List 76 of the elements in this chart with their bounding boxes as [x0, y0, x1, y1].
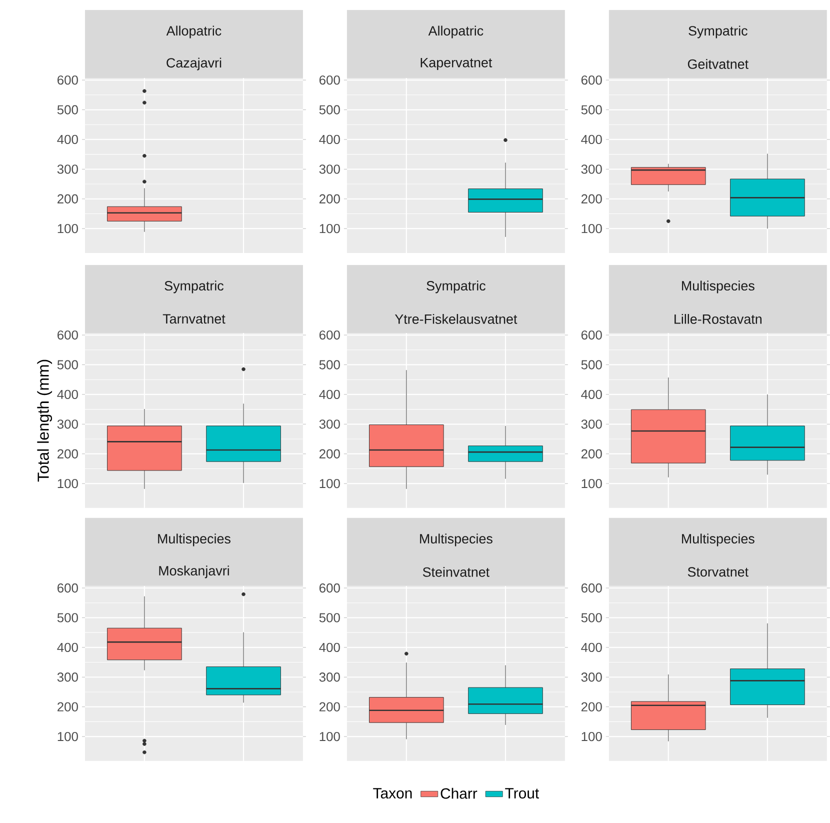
y-tick-label: 200 [58, 702, 78, 712]
chart-title: Sympatric [164, 280, 224, 294]
y-tick-label: 100 [58, 224, 78, 234]
y-tick-label: 500 [581, 360, 602, 370]
y-tick-label: 200 [58, 449, 78, 458]
y-tick-label: 600 [58, 330, 78, 340]
y-tick-label: 400 [319, 134, 340, 144]
y-tick-label: 500 [319, 105, 340, 114]
y-tick-label: 600 [58, 583, 78, 593]
y-tick-label: 500 [57, 105, 78, 114]
y-tick-label: 600 [581, 583, 602, 593]
y-tick-label: 200 [581, 449, 602, 458]
chart-subtitle: Lille-Rostavatn [674, 314, 762, 324]
y-tick-label: 300 [57, 420, 78, 429]
chart-title: Multispecies [682, 280, 754, 294]
y-tick-label: 400 [57, 642, 78, 652]
y-tick-label: 100 [320, 732, 340, 742]
y-tick-label: 100 [58, 732, 78, 742]
y-tick-label: 400 [319, 642, 340, 652]
chart-subtitle: Tarnvatnet [162, 314, 226, 324]
y-tick-label: 100 [320, 479, 340, 488]
y-tick-label: 200 [581, 702, 602, 712]
chart-subtitle: Ytre-Fiskelausvatnet [394, 314, 518, 324]
y-tick-label: 500 [581, 613, 602, 622]
y-tick-label: 200 [581, 194, 602, 204]
y-tick-label: 400 [319, 390, 340, 400]
y-tick-label: 300 [319, 672, 340, 682]
y-tick-label: 300 [581, 420, 602, 429]
y-tick-label: 200 [319, 194, 340, 204]
y-tick-label: 600 [58, 76, 78, 85]
chart-subtitle: Moskanjavri [159, 566, 229, 578]
y-tick-label: 500 [581, 105, 602, 114]
y-tick-label: 100 [58, 479, 78, 488]
y-tick-label: 400 [57, 134, 78, 144]
chart-title: Multispecies [682, 534, 754, 546]
y-tick-label: 100 [320, 224, 340, 234]
y-tick-label: 300 [57, 672, 78, 682]
chart-title: Sympatric [426, 280, 486, 294]
y-tick-label: 100 [582, 732, 602, 742]
y-tick-label: 600 [319, 330, 340, 340]
y-tick-label: 400 [57, 390, 78, 400]
y-tick-label: 500 [319, 360, 340, 370]
y-tick-label: 400 [581, 642, 602, 652]
chart-title: Allopatric [428, 26, 484, 38]
chart-subtitle: Kapervatnet [420, 58, 492, 70]
y-tick-label: 300 [319, 164, 340, 174]
y-tick-label: 600 [581, 330, 602, 340]
y-tick-label: 300 [581, 164, 602, 174]
y-tick-label: 500 [319, 613, 340, 622]
chart-title: Sympatric [688, 26, 748, 38]
chart-subtitle: Cazajavri [166, 58, 222, 70]
y-tick-label: 600 [319, 76, 340, 85]
y-tick-label: 300 [57, 164, 78, 174]
chart-subtitle: Storvatnet [688, 567, 748, 577]
y-tick-label: 200 [58, 194, 78, 204]
y-tick-label: 500 [57, 613, 78, 622]
chart-title: Multispecies [158, 534, 230, 546]
y-tick-label: 300 [581, 672, 602, 682]
y-tick-label: 200 [319, 449, 340, 458]
y-tick-label: 400 [581, 134, 602, 144]
chart-subtitle: Steinvatnet [422, 567, 490, 577]
chart-title: Multispecies [420, 534, 492, 546]
legend-label: Trout [505, 788, 540, 799]
legend-label: Charr [440, 788, 478, 799]
y-axis-title: Total length (mm) [37, 360, 52, 482]
legend-title: Taxon [373, 788, 412, 799]
y-tick-label: 300 [319, 420, 340, 429]
y-tick-label: 200 [319, 702, 340, 712]
y-tick-label: 400 [581, 390, 602, 400]
y-tick-label: 100 [582, 224, 602, 234]
y-tick-label: 100 [582, 479, 602, 488]
y-tick-label: 600 [581, 76, 602, 85]
y-tick-label: 500 [57, 360, 78, 370]
y-tick-label: 600 [319, 583, 340, 593]
chart-subtitle: Geitvatnet [688, 59, 748, 69]
chart-title: Allopatric [166, 26, 222, 38]
